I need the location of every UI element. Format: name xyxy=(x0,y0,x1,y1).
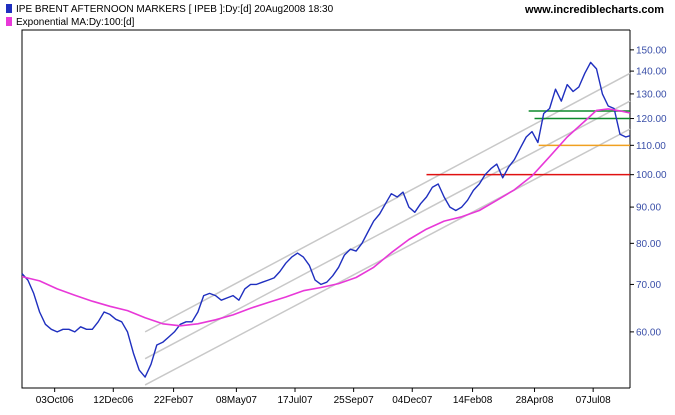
price-series-line xyxy=(21,61,631,378)
y-tick-label: 140.00 xyxy=(636,67,667,78)
x-tick-label: 08May07 xyxy=(216,395,258,406)
x-tick-label: 25Sep07 xyxy=(334,395,374,406)
plot-border xyxy=(21,29,630,389)
trend-channel-lines xyxy=(144,72,631,386)
legend-label-price: IPE BRENT AFTERNOON MARKERS [ IPEB ]:Dy:… xyxy=(16,4,334,15)
moving-average-line xyxy=(21,108,631,327)
x-tick-label: 04Dec07 xyxy=(392,395,432,406)
x-axis: 03Oct06 12Dec06 22Feb07 08May07 17Jul07 25Sep… xyxy=(36,388,611,406)
trend-line-1 xyxy=(144,100,631,360)
x-tick-label: 17Jul07 xyxy=(277,395,312,406)
plot-frame xyxy=(21,29,631,389)
brand-text: www.incrediblecharts.com xyxy=(524,4,664,16)
y-tick-label: 60.00 xyxy=(636,327,661,338)
x-tick-label: 28Apr08 xyxy=(516,395,554,406)
series-layer xyxy=(21,61,631,378)
legend-swatch-ma xyxy=(6,17,12,26)
y-axis: 60.00 70.00 80.00 90.00 100.00 110.00 120.00 13… xyxy=(630,45,667,338)
horizontal-level-lines xyxy=(426,110,630,176)
y-tick-label: 150.00 xyxy=(636,45,667,56)
x-tick-label: 07Jul08 xyxy=(576,395,611,406)
trend-line-0 xyxy=(144,72,631,333)
x-tick-label: 22Feb07 xyxy=(154,395,194,406)
y-tick-label: 90.00 xyxy=(636,203,661,214)
y-tick-label: 130.00 xyxy=(636,89,667,100)
legend-swatch-price xyxy=(6,4,12,13)
x-tick-label: 12Dec06 xyxy=(93,395,133,406)
legend: IPE BRENT AFTERNOON MARKERS [ IPEB ]:Dy:… xyxy=(6,4,334,28)
x-tick-label: 03Oct06 xyxy=(36,395,74,406)
y-tick-label: 80.00 xyxy=(636,239,661,250)
y-tick-label: 120.00 xyxy=(636,114,667,125)
y-tick-label: 110.00 xyxy=(636,141,666,152)
trend-line-2 xyxy=(144,128,631,386)
y-tick-label: 100.00 xyxy=(636,170,667,181)
y-tick-label: 70.00 xyxy=(636,280,661,291)
x-tick-label: 14Feb08 xyxy=(453,395,493,406)
legend-label-ma: Exponential MA:Dy:100:[d] xyxy=(16,17,135,28)
